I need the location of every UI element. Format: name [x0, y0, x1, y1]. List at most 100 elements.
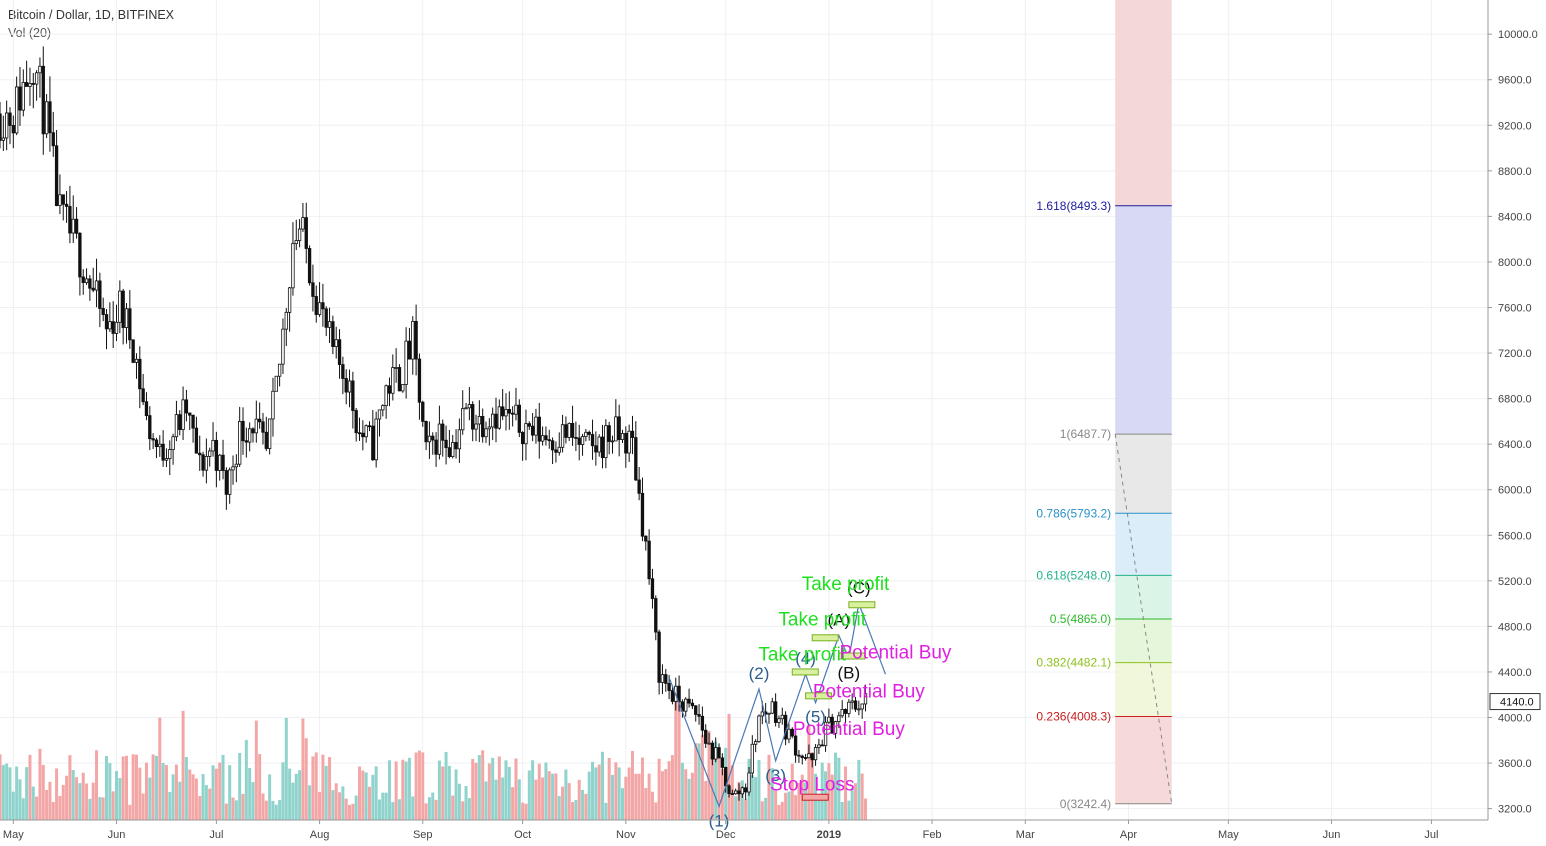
- volume-bar: [211, 765, 215, 820]
- volume-bar: [251, 782, 255, 820]
- candle-body: [780, 714, 784, 720]
- volume-bar: [164, 764, 168, 820]
- volume-bar: [494, 779, 498, 820]
- candle-body: [377, 409, 382, 420]
- candle-body: [694, 705, 698, 715]
- volume-bar: [627, 767, 631, 820]
- target-box: [811, 634, 839, 642]
- volume-bar: [374, 766, 378, 820]
- price-axis-label: 8400.0: [1498, 211, 1532, 223]
- candle-body: [684, 698, 688, 712]
- volume-bar: [634, 773, 638, 820]
- volume-bar: [707, 730, 711, 820]
- volume-bar: [58, 795, 62, 820]
- time-axis-label: Mar: [1016, 829, 1035, 841]
- volume-bar: [241, 793, 245, 820]
- volume-bar: [55, 768, 59, 820]
- volume-bar: [118, 778, 122, 820]
- volume-bar: [561, 786, 565, 820]
- candle-body: [188, 412, 192, 416]
- candle-body: [381, 405, 385, 411]
- candle-body: [394, 367, 398, 369]
- price-axis: 10000.0 9600.0 9200.0 8800.0 8400.0 8000.0 760…: [1487, 0, 1541, 820]
- volume-bar: [637, 773, 641, 820]
- time-axis-label: Jun: [108, 829, 126, 841]
- candle-body: [234, 463, 239, 468]
- candle-body: [221, 454, 225, 471]
- volume-bar: [594, 767, 598, 820]
- volume-bar: [111, 791, 115, 820]
- candle-body: [341, 364, 345, 379]
- candle-body: [174, 414, 179, 438]
- candle-body: [640, 492, 645, 537]
- volume-bar: [507, 766, 511, 820]
- candle-body: [374, 418, 378, 461]
- volume-bar: [837, 757, 841, 820]
- candle-body: [91, 287, 95, 291]
- candle-body: [441, 423, 445, 441]
- wave-label: (3): [765, 766, 786, 785]
- volume-bar: [767, 754, 771, 820]
- target-boxes: [791, 601, 876, 801]
- wave-label: (B): [838, 663, 861, 682]
- candle-body: [118, 290, 122, 323]
- volume-bar: [727, 713, 731, 820]
- candle-body: [654, 598, 658, 633]
- candle-body: [644, 535, 648, 542]
- candle-body: [487, 426, 492, 430]
- fib-level-label: 0.5(4865.0): [1050, 612, 1111, 626]
- annotation-label: Take profit: [758, 645, 846, 666]
- candle-body: [218, 454, 222, 471]
- candle-body: [324, 308, 328, 328]
- candle-body: [540, 435, 545, 442]
- volume-bar: [334, 783, 338, 820]
- candle-body: [594, 445, 598, 453]
- volume-bar: [461, 801, 465, 820]
- candle-body: [614, 416, 618, 442]
- fib-band: [1115, 0, 1172, 206]
- time-axis-label: May: [3, 829, 24, 841]
- candle-body: [564, 424, 568, 438]
- time-axis-label: Oct: [514, 829, 531, 841]
- volume-bar: [587, 771, 591, 820]
- volume-bar: [201, 774, 205, 820]
- candle-body: [154, 439, 159, 448]
- volume-bar: [18, 779, 22, 820]
- candle-body: [211, 439, 215, 452]
- candle-body: [361, 432, 365, 438]
- candle-body: [254, 418, 258, 434]
- volume-bar: [391, 802, 395, 820]
- volume-bar: [467, 798, 471, 820]
- candle-body: [24, 82, 29, 87]
- candle-body: [700, 715, 705, 731]
- price-axis-label: 7600.0: [1498, 303, 1532, 315]
- volume-bar: [194, 778, 198, 820]
- target-box: [838, 652, 866, 660]
- volume-bar: [31, 786, 35, 820]
- volume-bar: [660, 771, 664, 820]
- candle-body: [104, 314, 109, 330]
- fib-level-label: 0.618(5248.0): [1036, 568, 1111, 582]
- volume-bar: [234, 800, 238, 820]
- candle-body: [497, 406, 501, 429]
- volume-bar: [68, 755, 72, 820]
- volume-bar: [844, 766, 848, 820]
- candle-body: [267, 418, 272, 449]
- candle-body: [494, 413, 498, 429]
- time-axis: May Jun Jul Aug Sep Oct Nov Dec 2019 Feb Mar Apr May…: [0, 819, 1488, 841]
- volume-bar: [601, 751, 605, 820]
- volume-bar: [188, 769, 192, 820]
- volume-bar: [444, 751, 448, 820]
- volume-bar: [630, 751, 634, 820]
- volume-bar: [304, 738, 308, 820]
- candle-body: [567, 423, 571, 438]
- volume-bar: [847, 800, 851, 820]
- candle-body: [750, 743, 754, 774]
- candle-body: [797, 754, 801, 757]
- volume-bar: [271, 800, 275, 820]
- candle-body: [304, 217, 308, 249]
- volume-bar: [690, 772, 694, 820]
- volume-bar: [221, 754, 225, 820]
- annotation-label: Potential Buy: [839, 642, 951, 663]
